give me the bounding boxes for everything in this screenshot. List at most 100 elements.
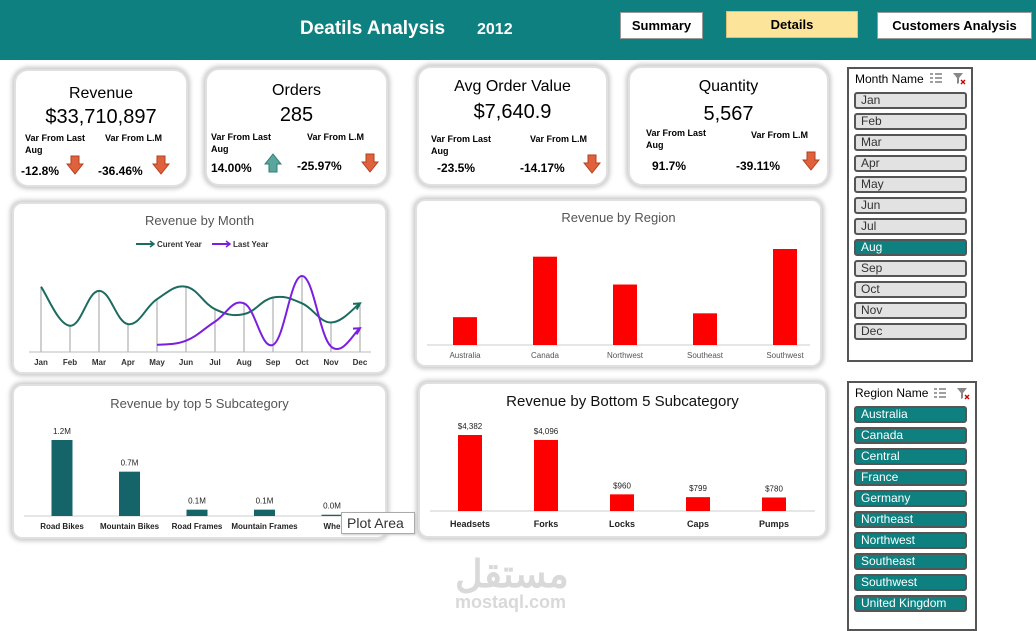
kpi-label-last-month: Var From L.M <box>751 130 809 140</box>
customers-analysis-button[interactable]: Customers Analysis <box>877 12 1032 39</box>
bar <box>693 313 717 345</box>
slicer-item[interactable]: Dec <box>854 323 967 340</box>
data-label: 1.2M <box>53 427 71 436</box>
arrow-down-icon <box>152 155 170 175</box>
kpi-title: Revenue <box>68 85 134 102</box>
kpi-label-last-month: Var From L.M <box>105 133 163 143</box>
slicer-item[interactable]: May <box>854 176 967 193</box>
series-arrow-head <box>352 327 362 335</box>
x-tick-label: May <box>149 358 165 367</box>
bar <box>453 317 477 345</box>
kpi-label-last-aug: Var From Last Aug <box>431 134 492 156</box>
multi-select-icon[interactable] <box>933 387 947 400</box>
x-tick-label: Caps <box>687 519 709 529</box>
x-tick-label: Mountain Bikes <box>100 522 160 531</box>
bar <box>613 284 637 345</box>
slicer-item[interactable]: Jun <box>854 197 967 214</box>
x-tick-label: Nov <box>323 358 339 367</box>
line-chart[interactable]: Curent Year Last Year Jan Feb Mar Apr May Jun J… <box>14 204 385 372</box>
x-tick-label: Forks <box>534 519 559 529</box>
x-tick-label: Feb <box>63 358 77 367</box>
slicer-item[interactable]: Southwest <box>854 574 967 591</box>
slicer-item[interactable]: Oct <box>854 281 967 298</box>
slicer-item[interactable]: Central <box>854 448 967 465</box>
chart-title: Revenue by top 5 Subcategory <box>110 396 289 411</box>
arrow-down-icon <box>583 154 601 174</box>
kpi-var-last-month: -25.97% <box>297 159 342 173</box>
series-line-last-year <box>156 274 361 350</box>
kpi-label-last-aug: Var From Last Aug <box>646 128 707 150</box>
slicer-item[interactable]: Canada <box>854 427 967 444</box>
chart-title: Revenue by Region <box>561 210 676 225</box>
x-tick-label: Pumps <box>759 519 789 529</box>
x-tick-label: Jun <box>179 358 193 367</box>
watermark-latin: mostaql.com <box>455 592 567 612</box>
legend-arrow-icon <box>225 240 232 248</box>
bar <box>534 439 558 511</box>
slicer-item[interactable]: Jul <box>854 218 967 235</box>
slicer-item[interactable]: Germany <box>854 490 967 507</box>
x-tick-label: Mar <box>92 358 106 367</box>
slicer-item[interactable]: Northeast <box>854 511 967 528</box>
x-tick-label: Australia <box>449 351 481 360</box>
bar <box>254 509 275 516</box>
kpi-label-last-aug: Var From Last Aug <box>211 132 272 154</box>
x-tick-label: Northwest <box>607 351 644 360</box>
slicer-item[interactable]: Southeast <box>854 553 967 570</box>
bar <box>533 256 557 345</box>
legend-entry: Last Year <box>233 240 268 249</box>
top5-bar-chart[interactable]: Road Bikes 1.2M Mountain Bikes 0.7M Road Fra… <box>14 386 385 537</box>
slicer-item[interactable]: Feb <box>854 113 967 130</box>
slicer-item[interactable]: Aug <box>854 239 967 256</box>
data-label: $799 <box>689 484 707 493</box>
slicer-item[interactable]: Nov <box>854 302 967 319</box>
multi-select-icon[interactable] <box>929 72 943 85</box>
arrow-down-icon <box>361 153 379 173</box>
bar <box>321 514 343 516</box>
slicer-title: Region Name <box>855 386 929 400</box>
arrow-down-icon <box>66 155 84 175</box>
kpi-value: 5,567 <box>703 103 754 125</box>
bar <box>686 497 710 511</box>
data-label: 0.7M <box>121 459 139 468</box>
slicer-title: Month Name <box>855 72 924 86</box>
slicer-item[interactable]: Mar <box>854 134 967 151</box>
bar <box>51 440 73 516</box>
slicer-item[interactable]: Australia <box>854 406 967 423</box>
details-button[interactable]: Details <box>726 11 858 38</box>
bar <box>610 494 634 511</box>
legend-entry: Curent Year <box>157 240 202 249</box>
x-tick-label: Dec <box>353 358 368 367</box>
x-tick-label: Canada <box>531 351 560 360</box>
kpi-label-last-month: Var From L.M <box>307 132 365 142</box>
kpi-card-revenue: Revenue $33,710,897 Var From Last Aug Va… <box>14 69 188 187</box>
year-label: 2012 <box>477 21 513 38</box>
watermark-arabic: مستقل <box>455 554 569 596</box>
summary-button[interactable]: Summary <box>620 12 703 39</box>
kpi-title: Orders <box>272 82 321 99</box>
x-tick-label: Sep <box>266 358 281 367</box>
slicer-item[interactable]: United Kingdom <box>854 595 967 612</box>
slicer-item[interactable]: Jan <box>854 92 967 109</box>
kpi-card-quantity: Quantity 5,567 Var From Last Aug Var Fro… <box>628 66 829 186</box>
plot-area-tooltip: Plot Area <box>341 512 415 534</box>
slicer-item[interactable]: Northwest <box>854 532 967 549</box>
clear-filter-icon[interactable] <box>956 387 970 400</box>
kpi-label-last-month: Var From L.M <box>530 134 588 144</box>
bar <box>458 435 482 511</box>
kpi-card-avg-order-value: Avg Order Value $7,640.9 Var From Last A… <box>417 66 608 186</box>
kpi-value: $7,640.9 <box>473 101 552 123</box>
kpi-var-last-aug: 91.7% <box>652 159 687 173</box>
x-tick-label: Apr <box>121 358 135 367</box>
slicer-item[interactable]: France <box>854 469 967 486</box>
x-tick-label: Oct <box>295 358 309 367</box>
kpi-card-orders: Orders 285 Var From Last Aug Var From L.… <box>205 68 388 186</box>
x-tick-label: Jul <box>209 358 221 367</box>
slicer-item[interactable]: Sep <box>854 260 967 277</box>
slicer-item[interactable]: Apr <box>854 155 967 172</box>
region-bar-chart[interactable]: Australia Canada Northwest Southeast Southwe… <box>417 201 820 365</box>
clear-filter-icon[interactable] <box>952 72 966 85</box>
series-line-current-year <box>40 285 361 327</box>
bottom5-bar-chart[interactable]: Headsets $4,382 Forks $4,096 Locks $960 Caps $7… <box>420 384 825 536</box>
chart-card-revenue-by-month: Revenue by Month Curent Year Last Year Ja… <box>12 202 387 374</box>
